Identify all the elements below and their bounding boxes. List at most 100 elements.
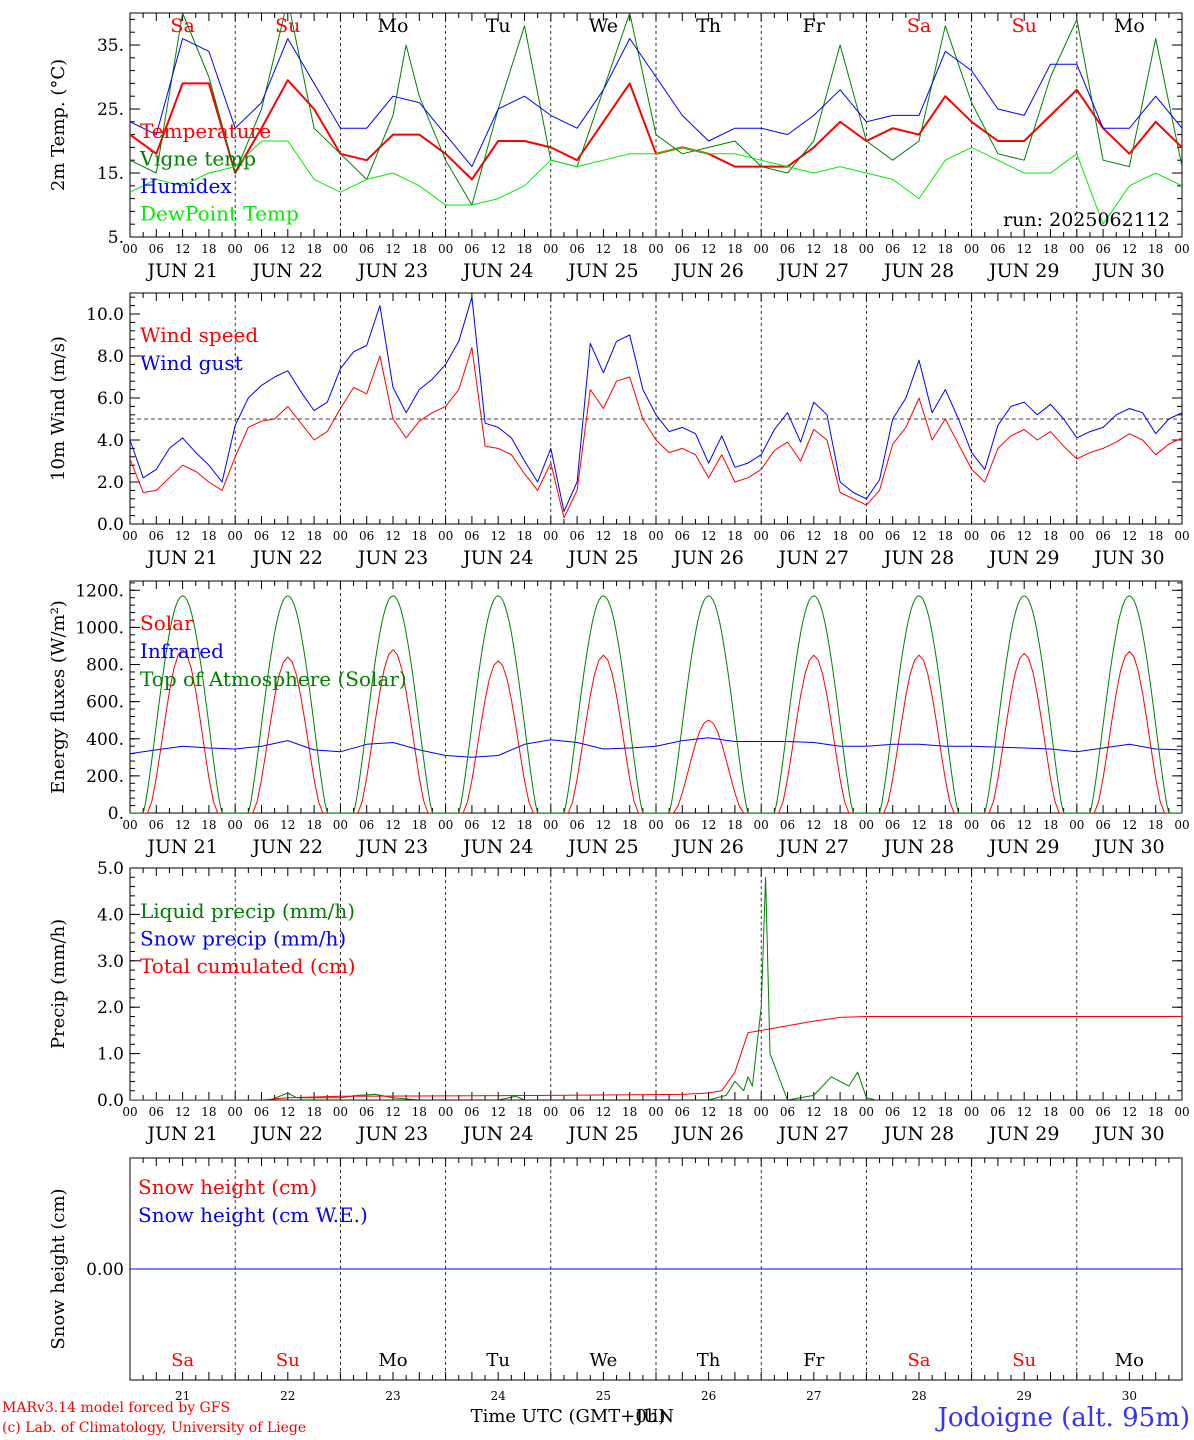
hour-tick-label: 12 [385,529,400,543]
snow-ylabel: Snow height (cm) [48,1188,69,1349]
hour-tick-label: 12 [1017,242,1032,256]
hour-tick-label: 12 [596,1105,611,1119]
hour-tick-label: 12 [701,242,716,256]
hour-tick-label: 00 [754,242,769,256]
energy-data [130,595,1182,813]
hour-tick-label: 06 [464,529,479,543]
series-wind-speed [130,347,1182,519]
hour-tick-label: 00 [964,529,979,543]
legend-entry: Infrared [140,639,224,663]
date-label: JUN 29 [987,260,1059,282]
date-label: JUN 24 [461,547,533,569]
weekday-label: Fr [803,1350,824,1371]
y-tick-label: 15. [97,164,124,184]
hour-tick-label: 18 [1148,242,1163,256]
series-total-cumulated-cm [130,1016,1182,1100]
date-label: JUN 30 [1092,1123,1164,1145]
hour-tick-label: 12 [385,242,400,256]
hour-tick-label: 00 [1174,1105,1189,1119]
hour-tick-label: 06 [1095,818,1110,832]
weekday-label: Mo [378,1350,407,1371]
day-number-label: 28 [911,1389,926,1403]
hour-tick-label: 18 [832,242,847,256]
y-tick-label: 8.0 [97,347,124,367]
date-label: JUN 21 [145,1123,217,1145]
hour-tick-label: 00 [859,818,874,832]
hour-tick-label: 12 [806,818,821,832]
date-label: JUN 30 [1092,836,1164,858]
hour-tick-label: 18 [1043,529,1058,543]
hour-tick-label: 12 [175,1105,190,1119]
temperature-ylabel: 2m Temp. (°C) [48,59,69,191]
date-label: JUN 23 [356,836,428,858]
hour-tick-label: 12 [1122,1105,1137,1119]
hour-tick-label: 00 [122,529,137,543]
legend-entry: Wind gust [140,351,243,375]
hour-tick-label: 00 [648,1105,663,1119]
hour-tick-label: 00 [754,529,769,543]
y-tick-label: 0.0 [97,515,124,535]
hour-tick-label: 00 [648,529,663,543]
legend-entry: Total cumulated (cm) [140,954,356,978]
hour-tick-label: 00 [1069,1105,1084,1119]
date-label: JUN 27 [777,260,849,282]
date-label: JUN 23 [356,260,428,282]
hour-tick-label: 18 [1148,818,1163,832]
hour-tick-label: 12 [1122,529,1137,543]
hour-tick-label: 18 [517,818,532,832]
hour-tick-label: 18 [201,529,216,543]
weekday-label: Tu [486,15,511,37]
y-tick-label: 5.0 [97,859,124,879]
energy-ylabel: Energy fluxes (W/m²) [48,600,69,794]
hour-tick-label: 18 [938,1105,953,1119]
legend-entry: DewPoint Temp [140,202,299,226]
hour-tick-label: 12 [596,242,611,256]
y-tick-label: 1000. [75,618,124,638]
hour-tick-label: 06 [464,818,479,832]
hour-tick-label: 06 [359,242,374,256]
day-number-label: 22 [280,1389,295,1403]
hour-tick-label: 12 [911,529,926,543]
hour-tick-label: 18 [832,529,847,543]
series-dewpoint-temp [130,140,1182,225]
hour-tick-label: 00 [754,1105,769,1119]
y-tick-label: 10.0 [86,305,124,325]
hour-tick-label: 18 [622,1105,637,1119]
weekday-label: Sa [171,1350,194,1371]
hour-tick-label: 18 [201,242,216,256]
y-tick-label: 35. [97,36,124,56]
hour-tick-label: 06 [675,529,690,543]
date-label: JUN 25 [566,836,638,858]
hour-tick-label: 06 [359,818,374,832]
hour-tick-label: 00 [333,1105,348,1119]
date-label: JUN 26 [671,1123,743,1145]
hour-tick-label: 06 [885,1105,900,1119]
date-label: JUN 22 [251,260,323,282]
hour-tick-label: 12 [701,529,716,543]
hour-tick-label: 06 [569,242,584,256]
legend-entry: Snow height (cm W.E.) [138,1203,368,1227]
date-label: JUN 22 [251,1123,323,1145]
precip-panel: 0.0 1.0 2.0 3.0 4.0 5.0 Precip (mm/h) 00 06 12 18 J… [48,859,1190,1145]
hour-tick-label: 18 [306,529,321,543]
date-label: JUN 28 [882,1123,954,1145]
hour-tick-label: 06 [675,242,690,256]
legend-entry: Snow height (cm) [138,1175,317,1199]
hour-tick-label: 06 [780,242,795,256]
energy-panel: 0. 200. 400. 600. 800. 1000. 1200. Energy fluxe… [48,580,1190,858]
hour-tick-label: 12 [806,1105,821,1119]
hour-tick-label: 18 [832,818,847,832]
weekday-label: Mo [1115,1350,1144,1371]
hour-tick-label: 06 [990,529,1005,543]
y-tick-label: 600. [86,693,124,713]
hour-tick-label: 06 [149,529,164,543]
date-label: JUN 25 [566,1123,638,1145]
day-number-label: 23 [385,1389,400,1403]
weekday-label: Mo [378,15,409,37]
run-label: run: 2025062112 [1003,209,1170,231]
hour-tick-label: 06 [569,818,584,832]
date-label: JUN 22 [251,836,323,858]
date-label: JUN 23 [356,1123,428,1145]
hour-tick-label: 00 [228,529,243,543]
